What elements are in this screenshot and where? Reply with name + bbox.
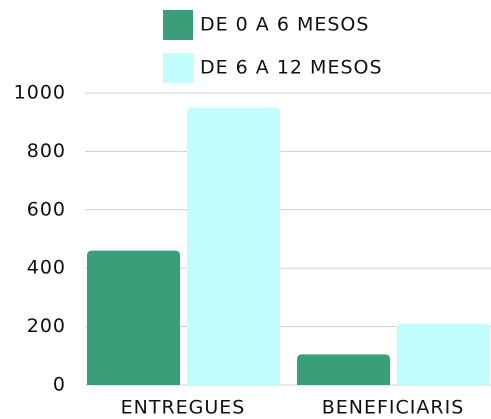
bar xyxy=(397,323,490,385)
y-tick-label: 600 xyxy=(27,198,66,220)
x-tick-label: ENTREGUES xyxy=(121,397,246,419)
x-tick-label: BENEFICIARIS xyxy=(322,397,465,419)
bar xyxy=(187,107,280,385)
legend-swatch xyxy=(163,10,193,40)
legend-label: DE 6 A 12 MESOS xyxy=(200,57,383,79)
bar xyxy=(297,354,390,385)
y-tick-label: 400 xyxy=(27,257,66,279)
bar xyxy=(87,250,180,385)
y-tick-label: 200 xyxy=(27,315,66,337)
legend-label: DE 0 A 6 MESOS xyxy=(200,14,369,36)
legend-swatch xyxy=(163,53,193,83)
y-tick-label: 1000 xyxy=(14,82,66,104)
y-tick-label: 800 xyxy=(27,140,66,162)
y-tick-label: 0 xyxy=(53,374,66,396)
